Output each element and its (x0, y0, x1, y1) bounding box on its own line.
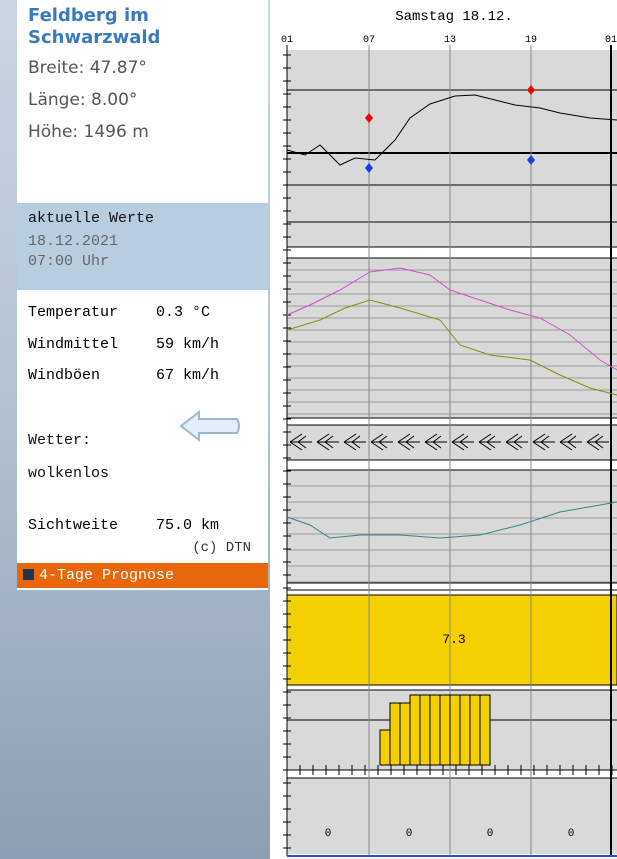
bar (399, 702, 411, 766)
panel (287, 470, 617, 583)
sunshine-label: 7.3 (442, 632, 465, 647)
grid (283, 45, 617, 856)
bar (429, 694, 441, 766)
hour-label: 19 (525, 35, 537, 46)
wind-arrow (424, 433, 447, 451)
wind-arrow (316, 433, 339, 451)
bar (379, 729, 391, 766)
wind-arrow (532, 433, 555, 451)
value: 59 km/h (156, 336, 220, 353)
current-heading: aktuelle Werte (28, 210, 155, 227)
wind-arrow (559, 433, 582, 451)
longitude: Länge: 8.00° (28, 90, 138, 110)
humidity-line (286, 501, 617, 539)
current-time: 07:00 Uhr (28, 253, 110, 270)
wind-arrow (397, 433, 420, 451)
forecast-link[interactable]: 4-Tage Prognose (17, 563, 268, 588)
pressure-line (286, 94, 617, 166)
altitude: Höhe: 1496 m (28, 122, 149, 142)
precip-label: 0 (406, 828, 413, 840)
labels: 01 07 13 19 01 0 0 0 0 (281, 35, 617, 840)
info-panel: Feldberg im Schwarzwald Breite: 47.87° L… (17, 0, 268, 590)
bar (479, 694, 491, 766)
current-box (17, 203, 268, 290)
panel (287, 50, 617, 247)
location-name[interactable]: Feldberg im Schwarzwald (28, 5, 161, 48)
day-label: Samstag 18.12. (395, 9, 513, 25)
bar (469, 694, 481, 766)
bar (389, 702, 401, 766)
arrow-icon[interactable] (177, 408, 243, 444)
hour-label: 01 (281, 35, 293, 46)
weather-label: Wetter: (28, 432, 92, 449)
panel (287, 258, 617, 418)
wind-arrow (289, 433, 312, 451)
row: Windböen 67 km/h (28, 367, 268, 384)
row: Temperatur 0.3 °C (28, 304, 268, 321)
label: Windböen (28, 367, 101, 384)
bar (439, 694, 451, 766)
bar (419, 694, 431, 766)
wind-arrow (478, 433, 501, 451)
label: Windmittel (28, 336, 119, 353)
current-date: 18.12.2021 (28, 233, 119, 250)
precip-label: 0 (568, 828, 575, 840)
hour-label: 07 (363, 35, 375, 46)
hour-label: 13 (444, 35, 456, 46)
weather: wolkenlos (28, 465, 110, 482)
temp-line (286, 267, 617, 371)
value: 0.3 °C (156, 304, 211, 321)
wind-arrow (370, 433, 393, 451)
bar (449, 694, 461, 766)
row: Sichtweite 75.0 km (28, 517, 268, 534)
panel (287, 778, 617, 854)
label: Sichtweite (28, 517, 119, 534)
link-icon (23, 569, 34, 580)
latitude: Breite: 47.87° (28, 58, 147, 78)
wind-arrow (586, 433, 609, 451)
wind-arrow (505, 433, 528, 451)
label: Temperatur (28, 304, 119, 321)
forecast-chart: Samstag 18.12. 7.3 01 07 13 19 01 0 0 0 0 (270, 0, 617, 859)
link-text[interactable]: 4-Tage Prognose (39, 567, 175, 584)
row: Windmittel 59 km/h (28, 336, 268, 353)
sun-panel (286, 594, 617, 686)
precip-label: 0 (487, 828, 494, 840)
hour-label: 01 (605, 35, 617, 46)
precip-label: 0 (325, 828, 332, 840)
dewpoint-line (286, 299, 617, 396)
precip-bars (379, 694, 491, 766)
bar (409, 694, 421, 766)
wind-arrow (451, 433, 474, 451)
value: 67 km/h (156, 367, 220, 384)
value: 75.0 km (156, 517, 220, 534)
wind-arrow (343, 433, 366, 451)
wind-arrows (289, 433, 609, 451)
copyright: (c) DTN (192, 540, 251, 556)
bar (459, 694, 471, 766)
